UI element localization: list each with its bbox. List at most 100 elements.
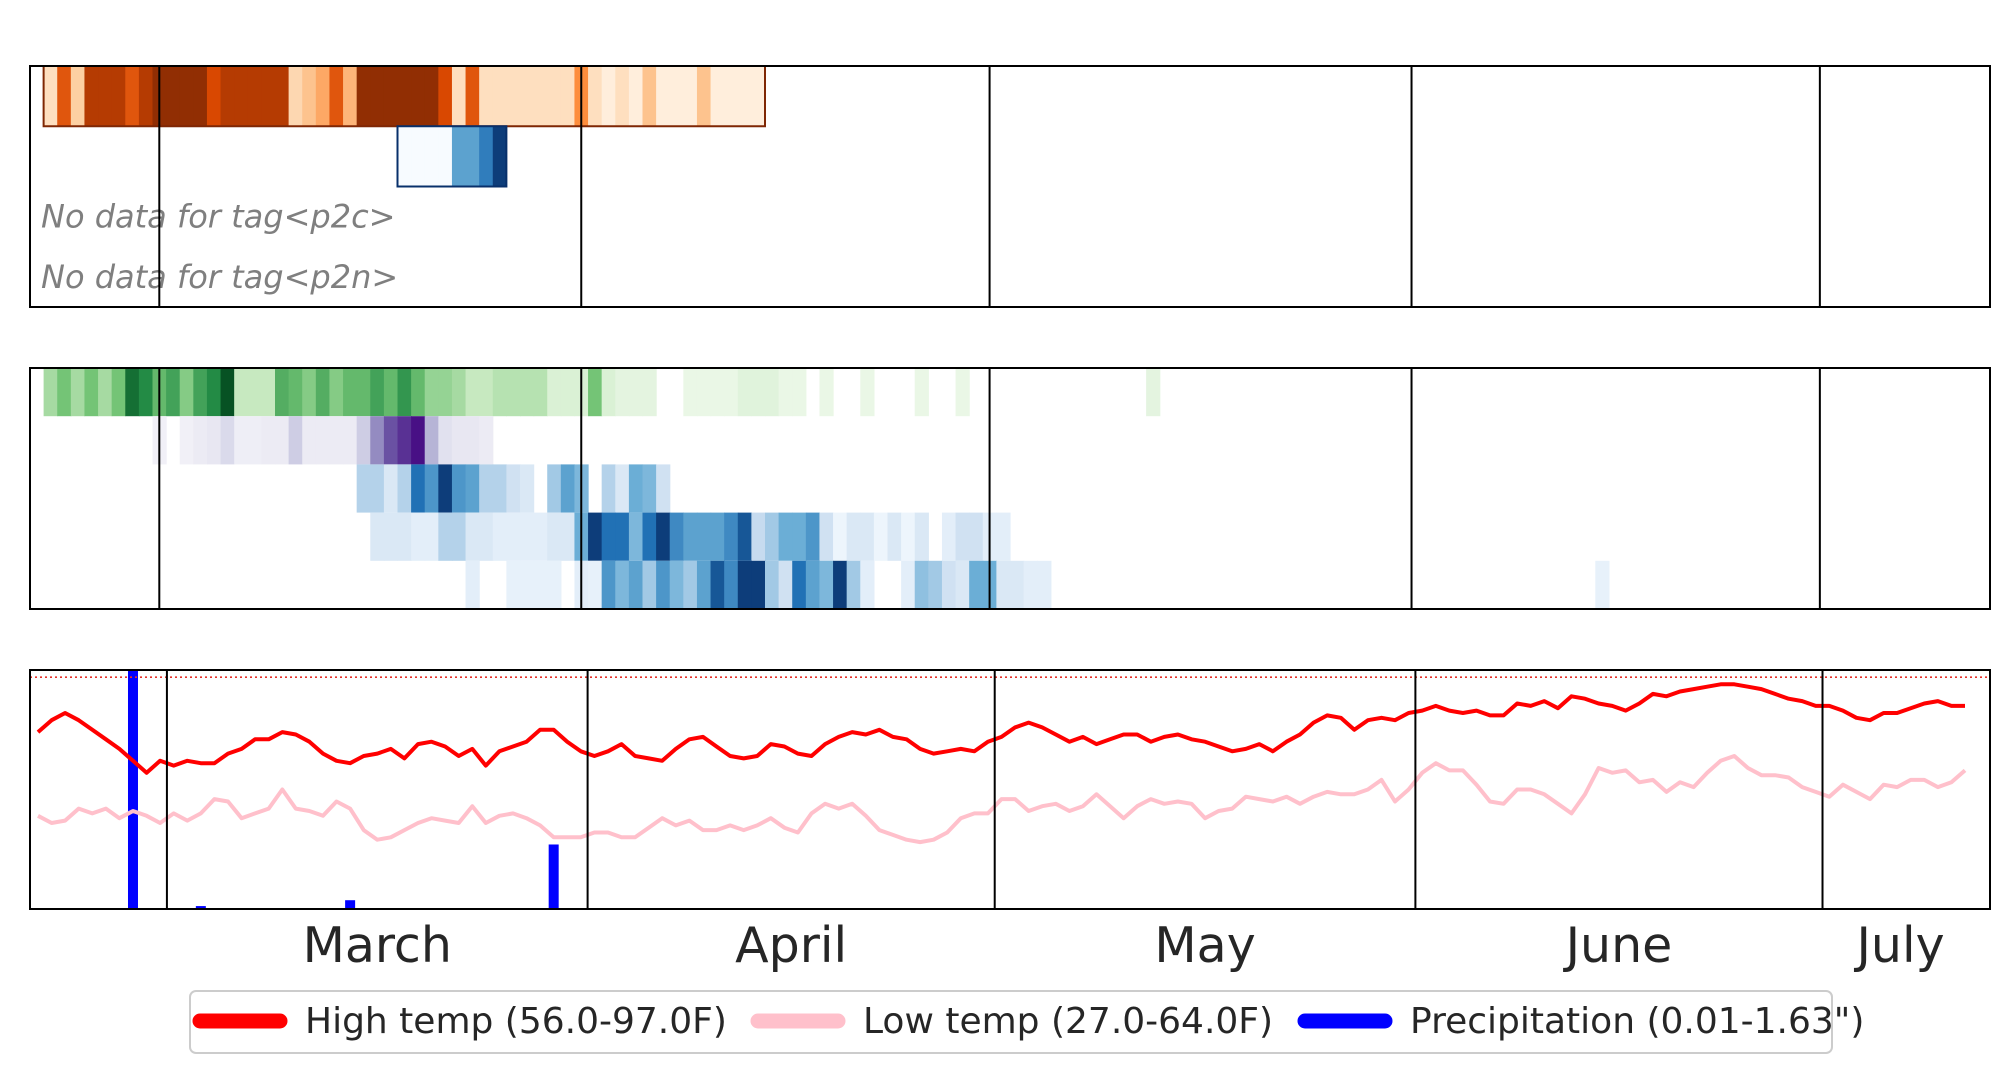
- heatmap-cell: [669, 512, 684, 561]
- heatmap-cell: [520, 66, 535, 127]
- heatmap-cell: [628, 66, 644, 127]
- heatmap-cell: [179, 66, 194, 127]
- heatmap-cell: [737, 512, 752, 561]
- heatmap-cell: [438, 66, 453, 127]
- heatmap-cell: [247, 66, 262, 127]
- heatmap-row-outline: [396, 125, 508, 188]
- heatmap-cell: [941, 560, 957, 609]
- heatmap-cell: [506, 368, 521, 417]
- heatmap-cell: [397, 368, 412, 417]
- heatmap-cell: [288, 368, 303, 417]
- heatmap-cell: [669, 66, 684, 127]
- moisture-panel: [29, 367, 1991, 610]
- precipitation-bar: [127, 670, 138, 909]
- heatmap-cell: [247, 416, 262, 465]
- heatmap-cell: [765, 560, 780, 609]
- no-data-label: No data for tag<p2c>: [41, 198, 395, 236]
- heatmap-cell: [166, 66, 181, 127]
- heatmap-cell: [424, 512, 439, 561]
- heatmap-cell: [547, 464, 562, 513]
- heatmap-cell: [669, 560, 684, 609]
- heatmap-cell: [696, 368, 712, 417]
- heatmap-cell: [846, 512, 861, 561]
- heatmap-cell: [860, 512, 875, 561]
- heatmap-cell: [833, 512, 848, 561]
- heatmap-cell: [383, 464, 399, 513]
- heatmap-cell: [533, 560, 548, 609]
- heatmap-cell: [683, 368, 698, 417]
- heatmap-cell: [57, 368, 72, 417]
- heatmap-cell: [465, 416, 480, 465]
- heatmap-cell: [492, 126, 507, 187]
- heatmap-cell: [166, 368, 181, 417]
- heatmap-cell: [465, 368, 480, 417]
- heatmap-cell: [615, 512, 630, 561]
- heatmap-cell: [220, 66, 235, 127]
- heatmap-cell: [383, 512, 399, 561]
- heatmap-cell: [70, 66, 86, 127]
- heatmap-cell: [533, 66, 548, 127]
- heatmap-cell: [111, 368, 126, 417]
- heatmap-cell: [588, 560, 603, 609]
- heatmap-cell: [805, 512, 821, 561]
- heatmap-cell: [506, 464, 521, 513]
- precipitation-bar: [195, 906, 206, 909]
- heatmap-cell: [833, 560, 848, 609]
- month-label: May: [1154, 917, 1255, 974]
- heatmap-cell: [1146, 368, 1161, 417]
- heatmap-cell: [111, 66, 126, 127]
- heatmap-cell: [397, 126, 412, 187]
- heatmap-cell: [57, 66, 72, 127]
- heatmap-cell: [1010, 560, 1025, 609]
- heatmap-cell: [275, 66, 290, 127]
- panel-border: [29, 669, 1991, 910]
- heatmap-cell: [914, 560, 929, 609]
- heatmap-cell: [492, 512, 507, 561]
- heatmap-cell: [642, 560, 657, 609]
- heatmap-cell: [928, 560, 943, 609]
- heatmap-cell: [601, 512, 616, 561]
- heatmap-cell: [642, 464, 657, 513]
- heatmap-cell: [370, 464, 385, 513]
- heatmap-cell: [438, 416, 453, 465]
- heatmap-cell: [860, 560, 875, 609]
- heatmap-cell: [615, 66, 630, 127]
- heatmap-cell: [696, 512, 712, 561]
- heatmap-cell: [193, 368, 208, 417]
- heatmap-cell: [343, 368, 358, 417]
- heatmap-cell: [98, 66, 113, 127]
- heatmap-cell: [656, 66, 671, 127]
- heatmap-cell: [302, 66, 317, 127]
- heatmap-cell: [792, 368, 807, 417]
- heatmap-cell: [846, 560, 861, 609]
- heatmap-cell: [560, 512, 576, 561]
- heatmap-cell: [724, 66, 739, 127]
- heatmap-cell: [533, 368, 548, 417]
- high-temp-line: [36, 682, 1965, 775]
- heatmap-cell: [588, 368, 603, 417]
- heatmap-cell: [451, 464, 467, 513]
- heatmap-cell: [206, 368, 222, 417]
- heatmap-cell: [901, 512, 916, 561]
- heatmap-cell: [193, 66, 208, 127]
- heatmap-cell: [724, 560, 739, 609]
- heatmap-cell: [737, 66, 752, 127]
- heatmap-cell: [520, 368, 535, 417]
- heatmap-cell: [724, 512, 739, 561]
- phenology-panel: No data for tag<p2c> No data for tag<p2n>: [29, 65, 1991, 308]
- heatmap-cell: [370, 416, 385, 465]
- heatmap-cell: [424, 66, 439, 127]
- heatmap-cell: [547, 512, 562, 561]
- heatmap-cell: [683, 560, 698, 609]
- heatmap-cell: [1023, 560, 1038, 609]
- heatmap-cell: [465, 126, 480, 187]
- heatmap-cell: [819, 560, 834, 609]
- heatmap-cell: [479, 416, 494, 465]
- heatmap-cell: [642, 368, 657, 417]
- heatmap-cell: [424, 126, 439, 187]
- no-data-label: No data for tag<p2n>: [41, 258, 398, 296]
- heatmap-cell: [547, 368, 562, 417]
- heatmap-cell: [601, 368, 616, 417]
- heatmap-cell: [356, 464, 371, 513]
- heatmap-cell: [138, 368, 154, 417]
